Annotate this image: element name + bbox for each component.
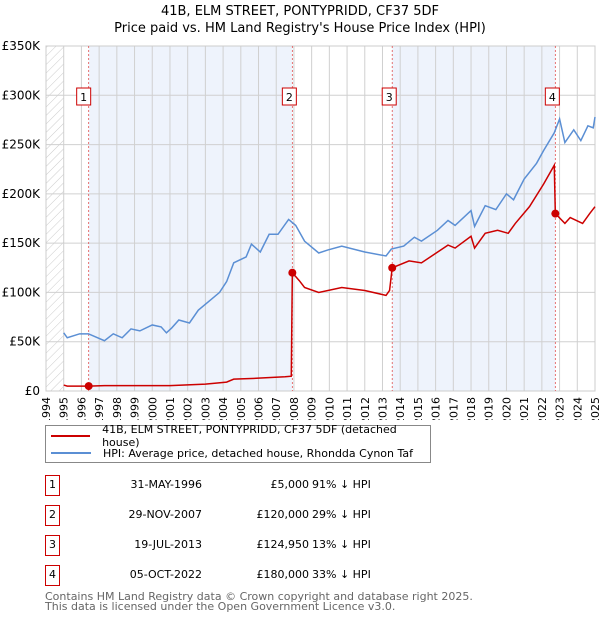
x-tick-label: 2019 bbox=[483, 397, 496, 420]
property-price-line bbox=[63, 162, 596, 387]
sale-number-label: 4 bbox=[549, 91, 556, 104]
legend-swatch-red bbox=[51, 435, 91, 437]
x-tick-label: 2017 bbox=[447, 397, 460, 420]
x-tick-label: 2004 bbox=[217, 397, 230, 420]
x-tick-label: 2009 bbox=[306, 397, 319, 420]
x-tick-label: 1996 bbox=[75, 397, 88, 420]
x-tick-label: 2006 bbox=[253, 397, 266, 420]
x-tick-label: 2024 bbox=[571, 397, 584, 420]
x-tick-label: 2007 bbox=[270, 397, 283, 420]
x-tick-label: 2025 bbox=[589, 397, 600, 420]
y-tick-label: £50K bbox=[9, 335, 41, 349]
x-tick-label: 2023 bbox=[554, 397, 567, 420]
table-row: 3 19-JUL-2013 £124,950 13% ↓ HPI bbox=[45, 535, 445, 557]
x-tick-label: 1995 bbox=[58, 397, 71, 420]
x-tick-label: 1999 bbox=[129, 397, 142, 420]
y-tick-label: £200K bbox=[2, 187, 42, 201]
table-row: 1 31-MAY-1996 £5,000 91% ↓ HPI bbox=[45, 475, 445, 497]
x-tick-label: 2016 bbox=[430, 397, 443, 420]
x-tick-label: 2005 bbox=[235, 397, 248, 420]
plot-frame bbox=[45, 45, 596, 392]
sale-number: 1 bbox=[45, 475, 60, 496]
hpi-diff: 13% ↓ HPI bbox=[312, 538, 371, 551]
sale-number: 2 bbox=[45, 505, 60, 526]
table-row: 2 29-NOV-2007 £120,000 29% ↓ HPI bbox=[45, 505, 445, 527]
sale-number-label: 1 bbox=[80, 91, 87, 104]
x-tick-label: 2002 bbox=[182, 397, 195, 420]
x-tick-label: 2021 bbox=[518, 397, 531, 420]
y-tick-label: £150K bbox=[2, 236, 42, 250]
x-tick-label: 1998 bbox=[111, 397, 124, 420]
no-data-hatch bbox=[46, 46, 64, 391]
sale-date: 31-MAY-1996 bbox=[130, 478, 202, 491]
shaded-period bbox=[392, 46, 556, 391]
sale-point bbox=[288, 268, 297, 277]
x-tick-label: 2018 bbox=[465, 397, 478, 420]
y-tick-label: £250K bbox=[2, 138, 42, 152]
legend: 41B, ELM STREET, PONTYPRIDD, CF37 5DF (d… bbox=[45, 423, 431, 463]
x-tick-label: 2014 bbox=[394, 397, 407, 420]
sale-number-box bbox=[381, 87, 397, 106]
legend-item-hpi: HPI: Average price, detached house, Rhon… bbox=[46, 445, 413, 461]
x-tick-label: 2020 bbox=[500, 397, 513, 420]
sale-date: 29-NOV-2007 bbox=[128, 508, 202, 521]
sale-number-label: 3 bbox=[386, 91, 393, 104]
legend-label: 41B, ELM STREET, PONTYPRIDD, CF37 5DF (d… bbox=[102, 423, 397, 449]
hpi-diff: 91% ↓ HPI bbox=[312, 478, 371, 491]
x-tick-label: 2001 bbox=[164, 397, 177, 420]
table-row: 4 05-OCT-2022 £180,000 33% ↓ HPI bbox=[45, 565, 445, 587]
x-tick-label: 2003 bbox=[199, 397, 212, 420]
x-tick-label: 2010 bbox=[323, 397, 336, 420]
y-tick-label: £0 bbox=[25, 384, 40, 398]
x-tick-label: 2015 bbox=[412, 397, 425, 420]
x-tick-label: 2022 bbox=[536, 397, 549, 420]
sale-number-label: 2 bbox=[286, 91, 293, 104]
sale-number-box bbox=[281, 87, 297, 106]
sale-price: £120,000 bbox=[256, 508, 310, 521]
x-tick-label: 2008 bbox=[288, 397, 301, 420]
sale-point bbox=[388, 263, 397, 272]
x-tick-label: 2013 bbox=[376, 397, 389, 420]
sale-number: 3 bbox=[45, 535, 60, 556]
x-tick-label: 1997 bbox=[93, 397, 106, 420]
x-tick-label: 2011 bbox=[341, 397, 354, 420]
legend-item-property: 41B, ELM STREET, PONTYPRIDD, CF37 5DF (d… bbox=[46, 423, 430, 449]
sale-date: 19-JUL-2013 bbox=[134, 538, 202, 551]
hpi-diff: 33% ↓ HPI bbox=[312, 568, 371, 581]
shaded-period bbox=[88, 46, 293, 391]
x-tick-label: 2000 bbox=[146, 397, 159, 420]
y-tick-label: £100K bbox=[2, 285, 42, 299]
sale-point bbox=[551, 209, 560, 218]
y-tick-label: £300K bbox=[2, 88, 42, 102]
sale-number-box bbox=[544, 87, 560, 106]
chart-title: 41B, ELM STREET, PONTYPRIDD, CF37 5DF bbox=[160, 4, 440, 19]
x-tick-label: 1994 bbox=[40, 397, 53, 420]
chart-subtitle: Price paid vs. HM Land Registry's House … bbox=[114, 21, 486, 36]
sale-price: £180,000 bbox=[256, 568, 310, 581]
footer-copyright: Contains HM Land Registry data © Crown c… bbox=[45, 590, 473, 603]
sale-price: £124,950 bbox=[256, 538, 310, 551]
hpi-line bbox=[63, 116, 596, 342]
sale-number-box bbox=[76, 87, 92, 106]
legend-label: HPI: Average price, detached house, Rhon… bbox=[103, 446, 414, 460]
y-tick-label: £350K bbox=[2, 39, 42, 53]
footer-licence: This data is licensed under the Open Gov… bbox=[45, 600, 396, 613]
hpi-diff: 29% ↓ HPI bbox=[312, 508, 371, 521]
sale-price: £5,000 bbox=[270, 478, 310, 491]
x-tick-label: 2012 bbox=[359, 397, 372, 420]
legend-swatch-blue bbox=[51, 452, 91, 454]
price-chart: 1994 1995 1996 1997 1998 1999 2000 2001 2002 2003… bbox=[2, 39, 600, 420]
sale-point bbox=[84, 382, 93, 391]
sale-date: 05-OCT-2022 bbox=[129, 568, 202, 581]
sale-number: 4 bbox=[45, 565, 60, 586]
